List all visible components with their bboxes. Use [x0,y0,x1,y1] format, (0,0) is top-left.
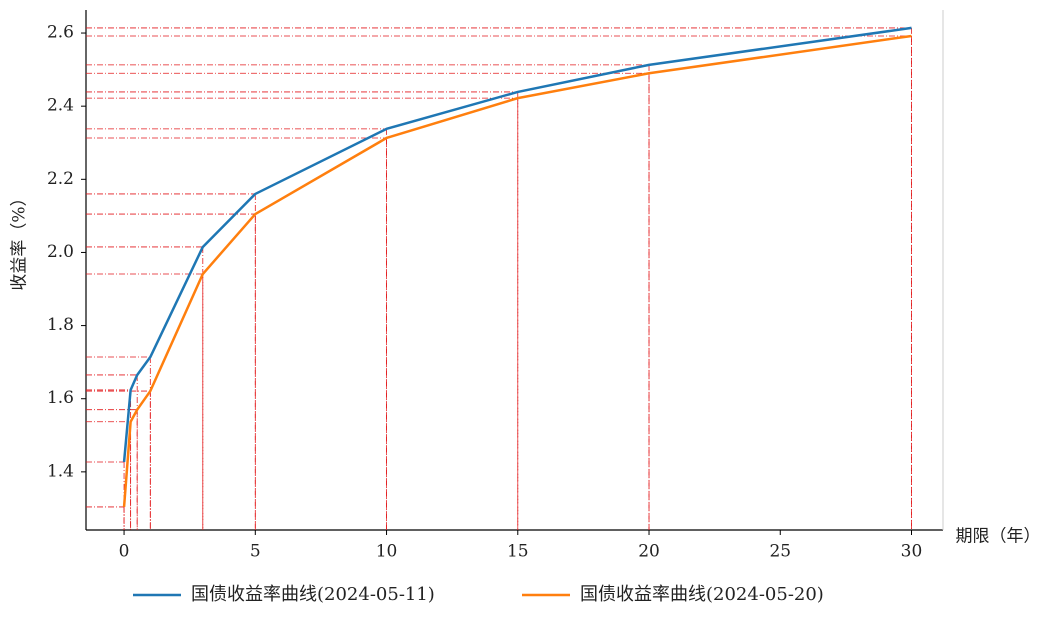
y-tick-label: 2.2 [47,169,74,189]
y-tick-label: 1.6 [47,388,74,408]
series-line [122,34,912,508]
x-tick-label: 30 [901,542,923,562]
legend-text: 国债收益率曲线(2024-05-20) [580,584,824,605]
y-tick-label: 1.8 [47,315,74,335]
y-tick-label: 2.6 [47,23,74,43]
y-tick-label: 2.4 [47,96,74,116]
x-tick-label: 0 [119,542,130,562]
legend-text: 国债收益率曲线(2024-05-11) [191,584,435,605]
y-tick-label: 2.0 [47,242,74,262]
x-tick-label: 25 [769,542,791,562]
x-tick-label: 5 [250,542,261,562]
x-tick-label: 20 [638,542,660,562]
x-tick-label: 15 [507,542,529,562]
x-tick-label: 10 [376,542,398,562]
y-axis-label: 收益率（%） [10,189,30,290]
series-line [122,26,912,463]
y-tick-label: 1.4 [47,461,74,481]
x-axis-label: 期限（年） [956,527,1041,547]
